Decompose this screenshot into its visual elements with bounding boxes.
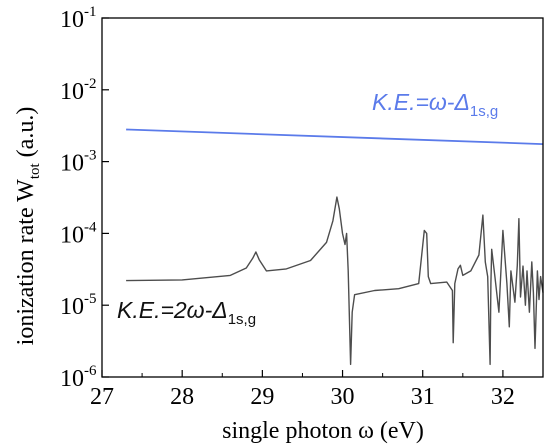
x-tick-label: 31 bbox=[411, 384, 435, 410]
x-tick-label: 29 bbox=[250, 384, 274, 410]
series-label-second-order: K.E.=2ω-Δ1s,g bbox=[117, 297, 256, 328]
tick-layer: 27 28 29 30 31 32 10-6 10-5 10-4 10-3 10-2 10-1 bbox=[60, 4, 515, 410]
series-line-first-order bbox=[126, 128, 544, 145]
y-tick-label: 10-4 bbox=[60, 219, 97, 248]
y-tick-label: 10-6 bbox=[60, 363, 97, 392]
y-tick-label: 10-3 bbox=[60, 148, 97, 177]
x-axis-label: single photon ω (eV) bbox=[222, 418, 424, 444]
y-tick-label: 10-1 bbox=[60, 4, 97, 33]
y-tick-label: 10-5 bbox=[60, 291, 97, 320]
axes-frame bbox=[101, 17, 544, 378]
x-tick-label: 32 bbox=[491, 384, 515, 410]
series-layer bbox=[126, 128, 544, 366]
series-label-first-order: K.E.=ω-Δ1s,g bbox=[372, 89, 498, 120]
x-tick-label: 27 bbox=[90, 384, 114, 410]
series-line-second-order bbox=[126, 196, 544, 366]
y-tick-label: 10-2 bbox=[60, 76, 97, 105]
x-tick-label: 28 bbox=[170, 384, 194, 410]
x-tick-label: 30 bbox=[331, 384, 355, 410]
y-axis-label: ionization rate Wtot (a.u.) bbox=[13, 107, 43, 346]
